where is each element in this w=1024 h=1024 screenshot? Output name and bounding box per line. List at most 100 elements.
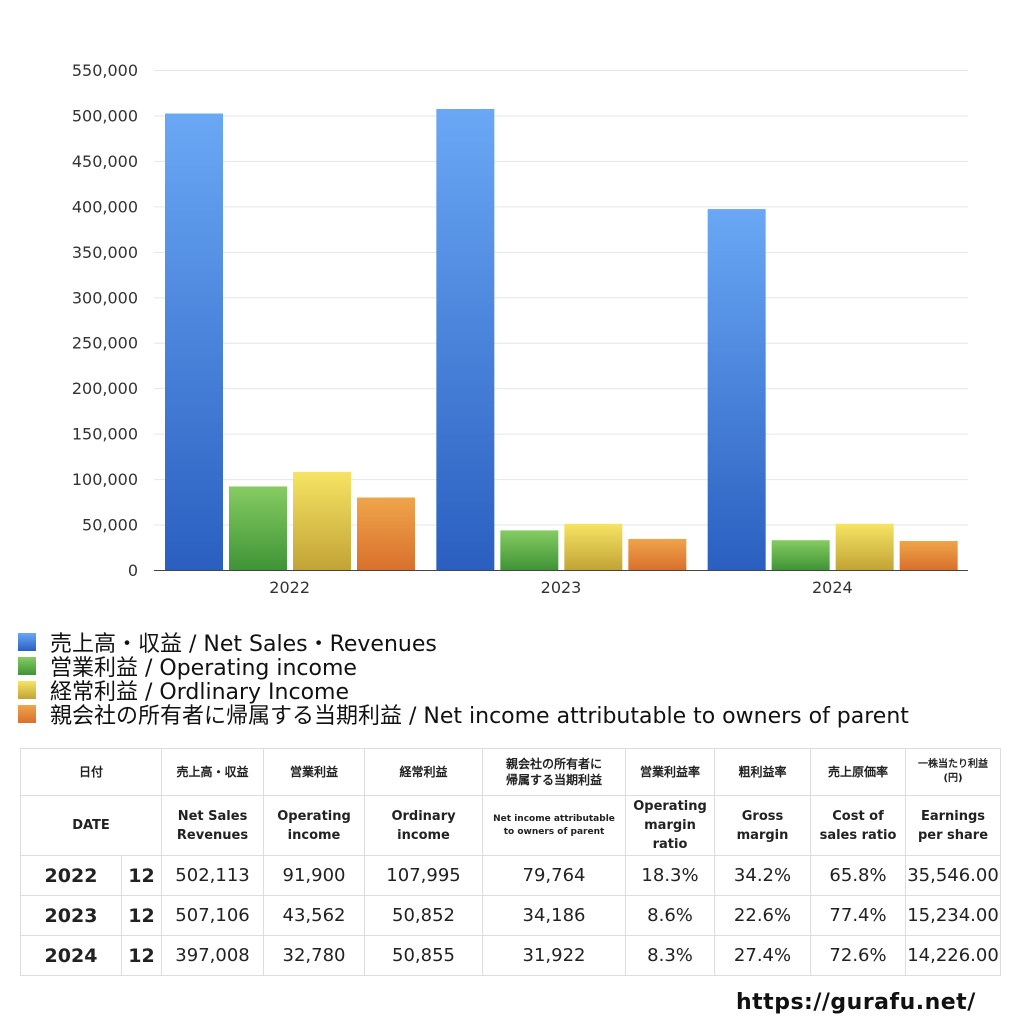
- legend-label: 親会社の所有者に帰属する当期利益 / Net income attributab…: [50, 704, 909, 729]
- legend-swatch: [18, 657, 36, 675]
- header-eps-jp: 一株当たり利益 (円): [905, 748, 1002, 796]
- legend-item: 営業利益 / Operating income: [18, 654, 909, 681]
- table-row: 2024 12 397,008 32,780 50,855 31,922 8.3…: [20, 935, 1002, 976]
- x-tick-label: 2023: [541, 578, 582, 597]
- cell-op-margin: 8.6%: [625, 895, 716, 936]
- header-net-income-jp: 親会社の所有者に 帰属する当期利益: [482, 748, 627, 796]
- site-url[interactable]: https://gurafu.net/: [736, 990, 976, 1015]
- header-row-en: DATE Net Sales Revenues Operating income…: [19, 795, 1002, 856]
- cell-net-income: 31,922: [482, 935, 627, 976]
- bars: [165, 108, 958, 571]
- cell-cost-ratio: 65.8%: [810, 855, 907, 896]
- legend-item: 売上高・収益 / Net Sales・Revenues: [18, 630, 909, 657]
- y-tick-label: 300,000: [72, 288, 138, 307]
- bar: [229, 486, 287, 570]
- cell-op-margin: 8.3%: [625, 935, 716, 976]
- bar: [500, 530, 559, 570]
- cell-gross-margin: 27.4%: [714, 935, 812, 976]
- cell-gross-margin: 34.2%: [714, 855, 812, 896]
- header-gross-margin-en: Gross margin: [714, 795, 812, 856]
- bar-chart: 0 50,000 100,000 150,000 200,000 250,000 300,0…: [72, 61, 968, 597]
- header-net-income-en: Net income attributable to owners of par…: [482, 795, 627, 856]
- financial-table: 日付 売上高・収益 営業利益 経常利益 親会社の所有者に 帰属する当期利益 営業…: [19, 748, 1002, 976]
- cell-cost-ratio: 77.4%: [810, 895, 907, 936]
- row-year: 2022: [20, 855, 122, 896]
- header-sales-jp: 売上高・収益: [161, 748, 265, 796]
- bar: [165, 113, 223, 571]
- legend-label: 経常利益 / Ordlinary Income: [50, 680, 349, 705]
- cell-ordinary: 107,995: [364, 855, 484, 896]
- cell-net-income: 79,764: [482, 855, 627, 896]
- y-tick-label: 550,000: [72, 61, 138, 80]
- header-row-jp: 日付 売上高・収益 営業利益 経常利益 親会社の所有者に 帰属する当期利益 営業…: [19, 748, 1002, 796]
- bar: [357, 497, 415, 570]
- header-operating-jp: 営業利益: [263, 748, 366, 796]
- legend-item: 親会社の所有者に帰属する当期利益 / Net income attributab…: [18, 702, 909, 729]
- table-row: 2022 12 502,113 91,900 107,995 79,764 18…: [20, 855, 1002, 896]
- y-tick-label: 350,000: [72, 243, 138, 262]
- header-date-en: DATE: [19, 795, 163, 856]
- cell-eps: 14,226.00: [905, 935, 1002, 976]
- legend-swatch: [18, 681, 36, 699]
- cell-ordinary: 50,852: [364, 895, 484, 936]
- row-year: 2023: [20, 895, 122, 936]
- legend-label: 売上高・収益 / Net Sales・Revenues: [50, 632, 437, 657]
- legend-swatch: [18, 705, 36, 723]
- bar: [564, 523, 623, 570]
- header-gross-margin-jp: 粗利益率: [714, 748, 812, 796]
- y-tick-label: 0: [128, 561, 138, 580]
- legend-label: 営業利益 / Operating income: [50, 656, 357, 681]
- cell-sales: 502,113: [161, 855, 265, 896]
- header-op-margin-en: Operating margin ratio: [625, 795, 716, 856]
- bar: [436, 108, 495, 571]
- cell-sales: 507,106: [161, 895, 265, 936]
- cell-eps: 15,234.00: [905, 895, 1002, 936]
- y-tick-label: 100,000: [72, 470, 138, 489]
- x-axis-ticks: 2022 2023 2024: [269, 578, 852, 597]
- table-row: 2023 12 507,106 43,562 50,852 34,186 8.6…: [20, 895, 1002, 936]
- header-ordinary-jp: 経常利益: [364, 748, 484, 796]
- bar: [628, 538, 687, 570]
- cell-operating: 32,780: [263, 935, 366, 976]
- y-axis-ticks: 0 50,000 100,000 150,000 200,000 250,000 300,0…: [72, 61, 138, 580]
- row-month: 12: [120, 895, 163, 936]
- bar: [899, 540, 958, 570]
- row-year: 2024: [20, 935, 122, 976]
- x-tick-label: 2022: [269, 578, 310, 597]
- y-tick-label: 400,000: [72, 197, 138, 216]
- cell-gross-margin: 22.6%: [714, 895, 812, 936]
- cell-operating: 43,562: [263, 895, 366, 936]
- row-month: 12: [120, 855, 163, 896]
- cell-operating: 91,900: [263, 855, 366, 896]
- cell-net-income: 34,186: [482, 895, 627, 936]
- bar: [707, 209, 766, 571]
- bar: [293, 471, 351, 570]
- header-date-jp: 日付: [19, 748, 163, 796]
- y-tick-label: 150,000: [72, 425, 138, 444]
- cell-op-margin: 18.3%: [625, 855, 716, 896]
- header-ordinary-en: Ordinary income: [364, 795, 484, 856]
- row-month: 12: [120, 935, 163, 976]
- legend-item: 経常利益 / Ordlinary Income: [18, 678, 909, 705]
- y-tick-label: 450,000: [72, 152, 138, 171]
- legend-swatch: [18, 633, 36, 651]
- y-tick-label: 200,000: [72, 379, 138, 398]
- bar: [835, 523, 894, 570]
- header-op-margin-jp: 営業利益率: [625, 748, 716, 796]
- cell-eps: 35,546.00: [905, 855, 1002, 896]
- cell-cost-ratio: 72.6%: [810, 935, 907, 976]
- header-cost-ratio-jp: 売上原価率: [810, 748, 907, 796]
- cell-ordinary: 50,855: [364, 935, 484, 976]
- header-eps-en: Earnings per share: [905, 795, 1002, 856]
- y-tick-label: 250,000: [72, 334, 138, 353]
- y-tick-label: 500,000: [72, 106, 138, 125]
- y-tick-label: 50,000: [82, 516, 138, 535]
- header-cost-ratio-en: Cost of sales ratio: [810, 795, 907, 856]
- gridlines: [154, 70, 968, 526]
- header-operating-en: Operating income: [263, 795, 366, 856]
- cell-sales: 397,008: [161, 935, 265, 976]
- legend: 売上高・収益 / Net Sales・Revenues 営業利益 / Opera…: [18, 630, 909, 729]
- header-sales-en: Net Sales Revenues: [161, 795, 265, 856]
- bar: [771, 540, 830, 570]
- x-tick-label: 2024: [812, 578, 853, 597]
